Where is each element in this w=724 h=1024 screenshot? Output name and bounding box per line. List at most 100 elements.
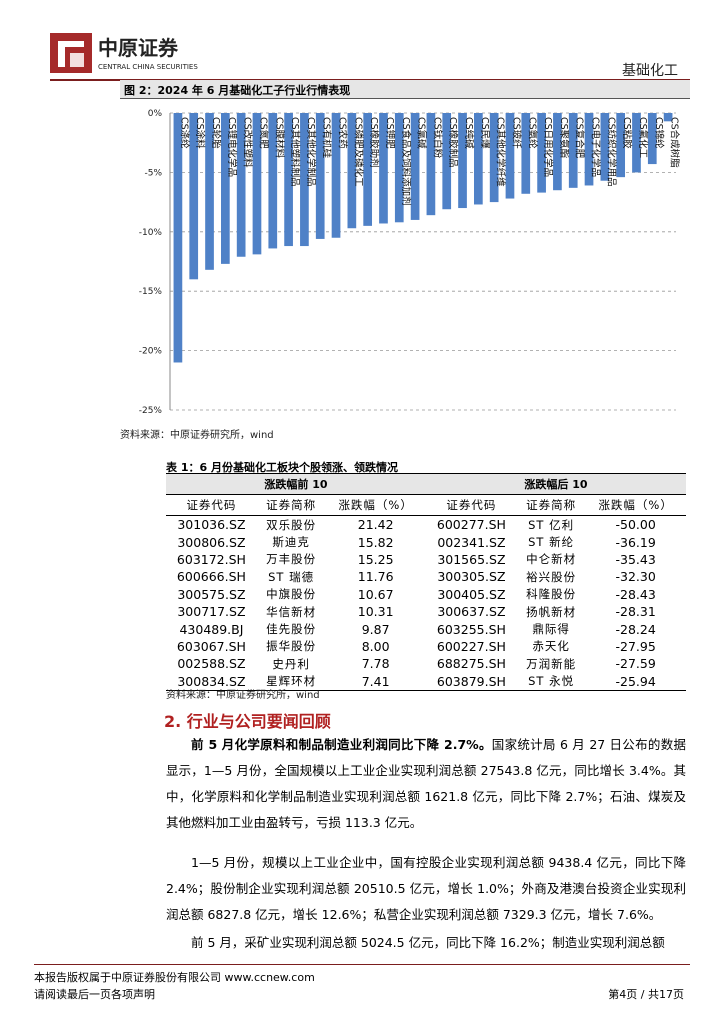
stock-movers-table: 涨跌幅前 10 涨跌幅后 10 证券代码 证券简称 涨跌幅（%） 证券代码 证券… bbox=[166, 473, 686, 691]
chart-bar bbox=[568, 113, 578, 188]
top10-group-header: 涨跌幅前 10 bbox=[166, 473, 426, 495]
paragraph-1-text: 国家统计局 6 月 27 日公布的数据显示，1—5 月份，全国规模以上工业企业实… bbox=[166, 737, 686, 830]
stock-name: 赤天化 bbox=[532, 639, 570, 654]
stock-name: 中旗股份 bbox=[266, 587, 317, 602]
category-label: CS氯碱 bbox=[416, 117, 428, 149]
stock-change: -32.30 bbox=[615, 569, 656, 585]
stock-code: 300806.SZ bbox=[177, 534, 246, 550]
chart-bar bbox=[284, 113, 293, 247]
category-label: CS锂电化学品 bbox=[226, 117, 238, 177]
category-label: CS锦纶 bbox=[653, 117, 665, 149]
category-label: CS橡胶制品 bbox=[447, 117, 459, 168]
category-label: CS钾肥 bbox=[384, 117, 396, 149]
category-label: CS玻纤 bbox=[510, 117, 522, 149]
chart-bar bbox=[553, 113, 562, 191]
stock-change: 15.25 bbox=[357, 551, 394, 567]
col-name: 证券简称 bbox=[516, 494, 586, 516]
category-label: CS钛白粉 bbox=[431, 117, 443, 159]
stock-name: 双乐股份 bbox=[266, 517, 317, 532]
bottom10-group-header: 涨跌幅后 10 bbox=[425, 473, 686, 495]
category-label: CS其他化学纤维 bbox=[495, 117, 507, 187]
table-row: 002588.SZ 史丹利 7.78 688275.SH 万润新能 -27.59 bbox=[166, 655, 686, 672]
table-row: 301036.SZ 双乐股份 21.42 600277.SH ST 亿利 -50.00 bbox=[166, 516, 686, 534]
stock-code: 301036.SZ bbox=[177, 517, 246, 533]
stock-code: 300305.SZ bbox=[437, 569, 506, 585]
chart-bar bbox=[252, 113, 262, 255]
col-code: 证券代码 bbox=[166, 494, 257, 516]
chart-bar bbox=[379, 113, 388, 224]
stock-name: 裕兴股份 bbox=[526, 569, 577, 584]
stock-change: -28.31 bbox=[615, 604, 656, 620]
subindustry-performance-chart: 0% -5% -10% -15% -20% -25% CS涤纶 CS涂料 CS轮胎 CS锂电化学… bbox=[139, 109, 681, 416]
stock-change: 9.87 bbox=[361, 621, 390, 637]
col-change: 涨跌幅（%） bbox=[585, 494, 686, 516]
y-tick-label: -15% bbox=[139, 287, 163, 297]
stock-change: -27.59 bbox=[615, 656, 656, 672]
table-row: 300834.SZ 星辉环材 7.41 603879.SH ST 永悦 -25.94 bbox=[166, 672, 686, 691]
stock-name: 万润新能 bbox=[526, 656, 577, 671]
table-row: 600666.SH ST 瑞德 11.76 300305.SZ 裕兴股份 -32.30 bbox=[166, 568, 686, 585]
category-label: CS氟化工 bbox=[637, 117, 649, 159]
chart-y-axis: 0% -5% -10% -15% -20% -25% bbox=[139, 109, 171, 416]
col-change: 涨跌幅（%） bbox=[325, 494, 426, 516]
chart-bar bbox=[347, 113, 357, 229]
stock-change: 21.42 bbox=[357, 517, 394, 533]
company-logo: 中原证券 CENTRAL CHINA SECURITIES bbox=[50, 33, 230, 75]
chart-bar bbox=[394, 113, 404, 223]
chart-bar bbox=[489, 113, 499, 203]
chart-bar bbox=[426, 113, 436, 216]
stock-code: 600227.SH bbox=[436, 638, 506, 654]
category-label: CS食品及饲料添加剂 bbox=[400, 117, 412, 206]
stock-change: -28.43 bbox=[615, 586, 656, 602]
chart-bar bbox=[474, 113, 483, 205]
stock-code: 603067.SH bbox=[176, 638, 246, 654]
stock-code: 430489.BJ bbox=[179, 621, 244, 637]
category-label: CS涂料 bbox=[194, 117, 206, 149]
figure-caption-bar bbox=[120, 80, 690, 99]
table-row: 300717.SZ 华信新材 10.31 300637.SZ 扬帆新材 -28.31 bbox=[166, 603, 686, 620]
stock-name: ST 亿利 bbox=[528, 517, 575, 532]
table-row: 300575.SZ 中旗股份 10.67 300405.SZ 科隆股份 -28.43 bbox=[166, 586, 686, 603]
stock-change: 15.82 bbox=[357, 534, 394, 550]
category-label: CS橡胶助剂 bbox=[368, 117, 380, 168]
chart-bar bbox=[663, 113, 673, 122]
y-tick-label: -20% bbox=[139, 347, 163, 357]
category-label: CS磷肥及磷化工 bbox=[352, 117, 364, 187]
category-label: CS改性塑料 bbox=[242, 117, 254, 168]
table-row: 603172.SH 万丰股份 15.25 301565.SZ 中仑新材 -35.43 bbox=[166, 551, 686, 568]
stock-code: 300717.SZ bbox=[177, 604, 246, 620]
stock-code: 603255.SH bbox=[436, 621, 506, 637]
stock-name: 扬帆新材 bbox=[526, 604, 577, 619]
stock-name: 史丹利 bbox=[272, 656, 310, 671]
stock-change: 7.78 bbox=[361, 656, 390, 672]
category-label: CS聚氨酯 bbox=[558, 117, 570, 159]
category-label: CS复合肥 bbox=[574, 117, 586, 159]
paragraph-2: 1—5 月份，规模以上工业企业中，国有控股企业实现利润总额 9438.4 亿元，… bbox=[166, 855, 686, 922]
stock-change: -35.43 bbox=[615, 551, 656, 567]
header-sector: 基础化工 bbox=[622, 63, 678, 79]
stock-name: ST 永悦 bbox=[516, 672, 586, 691]
chart-bar bbox=[315, 113, 325, 239]
stock-name: 科隆股份 bbox=[526, 587, 577, 602]
logo-en-text: CENTRAL CHINA SECURITIES bbox=[98, 63, 198, 71]
stock-code: 300575.SZ bbox=[177, 586, 246, 602]
stock-change: -50.00 bbox=[615, 517, 656, 533]
stock-change: -25.94 bbox=[585, 672, 686, 691]
stock-code: 300405.SZ bbox=[437, 586, 506, 602]
table-caption: 表 1：6 月份基础化工板块个股领涨、领跌情况 bbox=[166, 461, 398, 474]
stock-code: 688275.SH bbox=[436, 656, 506, 672]
stock-change: 8.00 bbox=[361, 638, 390, 654]
paragraph-1: 前 5 月化学原料和制品制造业利润同比下降 2.7%。国家统计局 6 月 27 … bbox=[166, 732, 686, 836]
stock-change: 10.31 bbox=[357, 604, 394, 620]
category-label: CS轮胎 bbox=[210, 117, 222, 149]
category-label: CS有机硅 bbox=[321, 117, 333, 159]
stock-name: 斯迪克 bbox=[272, 535, 310, 550]
stock-code: 600666.SH bbox=[176, 569, 246, 585]
category-label: CS农药 bbox=[337, 117, 349, 149]
chart-bar bbox=[442, 113, 452, 210]
chart-bar bbox=[584, 113, 594, 186]
paragraph-3: 前 5 月，采矿业实现利润总额 5024.5 亿元，同比下降 16.2%；制造业… bbox=[191, 935, 665, 950]
chart-bar bbox=[537, 113, 546, 193]
y-tick-label: -5% bbox=[144, 168, 162, 178]
category-label: CS氨纶 bbox=[526, 117, 538, 149]
